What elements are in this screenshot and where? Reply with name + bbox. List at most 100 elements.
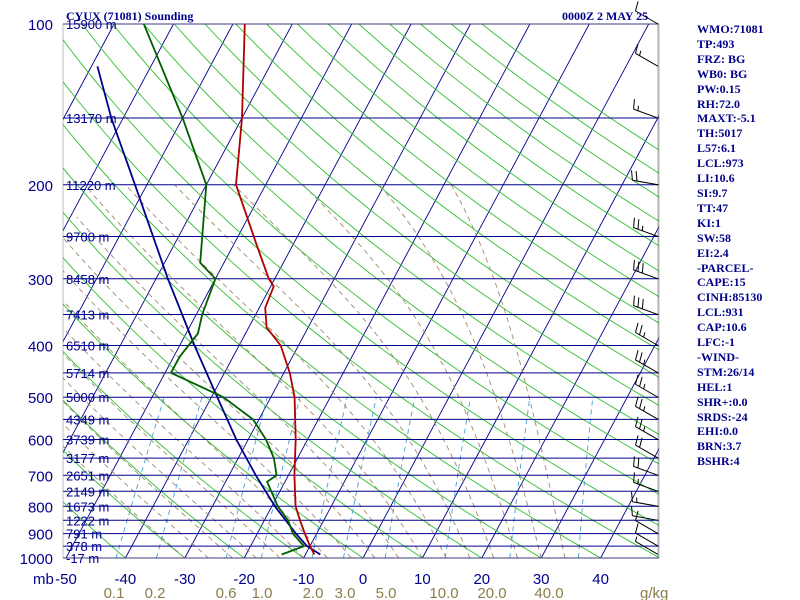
height-label: 15900 m [66, 17, 117, 32]
stat-line: L57:6.1 [697, 141, 736, 156]
height-label: 2149 m [66, 484, 109, 499]
isotherm-line [303, 24, 590, 558]
moist-adiabat-line [302, 184, 518, 558]
height-label: 1673 m [66, 499, 109, 514]
wind-barb [635, 426, 659, 440]
mixing-ratio-label: 0.1 [104, 585, 125, 600]
stat-line: BRN:3.7 [697, 439, 742, 454]
stat-line: LI:10.6 [697, 171, 735, 186]
pressure-tick-label: 400 [28, 339, 53, 356]
stat-line: STM:26/14 [697, 364, 755, 379]
temperature-tick-label: -20 [233, 571, 255, 588]
isotherm-line [600, 447, 659, 558]
temperature-tick-label: -10 [293, 571, 315, 588]
mixing-ratio-label: 2.0 [303, 585, 324, 600]
wind-barb [635, 541, 659, 555]
wind-barb [632, 501, 659, 507]
wind-barb-flag [637, 297, 640, 308]
stat-line: TH:5017 [697, 126, 743, 141]
height-label: 3739 m [66, 433, 109, 448]
wind-barb-flag [635, 435, 639, 446]
height-label: 13170 m [66, 111, 117, 126]
wind-barb-flag [637, 219, 640, 230]
wind-barb-flag [635, 396, 639, 407]
mixing-ratio-line [311, 397, 348, 558]
wind-barb [635, 332, 659, 346]
chart-title: CYUX (71081) Sounding [66, 9, 194, 23]
wind-barb-flag [631, 491, 633, 502]
temperature-tick-label: 10 [414, 571, 431, 588]
height-label: 791 m [66, 527, 102, 542]
wind-barb-flag [643, 383, 646, 390]
wind-barb-flag [639, 437, 643, 448]
wind-barb-flag [631, 170, 633, 181]
isotherm-line [184, 24, 471, 558]
wind-barb-flag [639, 325, 643, 335]
wind-barb-flag [641, 298, 644, 309]
isotherm-line [481, 225, 659, 558]
temperature-tick-label: -50 [55, 571, 77, 588]
height-label: 7413 m [66, 308, 109, 323]
wind-barb-flag [635, 1, 639, 12]
wind-barb-flag [631, 505, 633, 516]
stat-line: SHR+:0.0 [697, 394, 748, 409]
moist-adiabat-line [63, 327, 304, 558]
height-label: 6510 m [66, 339, 109, 354]
mixing-ratio-label: 10.0 [429, 585, 458, 600]
dewpoint-trace [142, 24, 306, 556]
wind-barb [635, 10, 659, 25]
chart-datetime: 0000Z 2 MAY 25 [562, 9, 649, 23]
temperature-tick-label: 0 [359, 571, 367, 588]
height-label: 8458 m [66, 272, 109, 287]
moist-adiabat-line [76, 216, 399, 558]
pressure-tick-label: 200 [28, 178, 53, 195]
height-label: 2651 m [66, 468, 109, 483]
stat-line: EI:2.4 [697, 245, 729, 260]
wind-barb-flag [635, 350, 639, 360]
wind-barb-flag [639, 352, 643, 363]
wind-barb [635, 444, 659, 459]
wind-barb-flag [643, 332, 646, 338]
wind-barb-flag [637, 457, 640, 469]
temperature-tick-label: -40 [115, 571, 137, 588]
mixing-ratio-label: 3.0 [335, 585, 356, 600]
stat-line: SRDS:-24 [697, 409, 748, 424]
wind-barb-flag [635, 374, 639, 385]
moist-adiabat-line [63, 299, 328, 558]
stat-line: WMO:71081 [697, 22, 764, 36]
wind-barb [635, 405, 659, 420]
stat-line: KI:1 [697, 215, 721, 230]
pressure-tick-label: 1000 [20, 551, 53, 568]
wind-barb [635, 383, 659, 398]
stat-line: LCL:973 [697, 156, 744, 171]
dry-adiabat-line [63, 39, 659, 526]
wind-barb-flag [643, 406, 646, 412]
wind-barb-flag [639, 419, 643, 430]
height-label: 378 m [66, 539, 102, 554]
height-label: 4349 m [66, 412, 109, 427]
stat-line: TP:493 [697, 36, 735, 51]
mixing-ratio-label: 0.6 [216, 585, 237, 600]
wind-barb-flag [643, 359, 646, 365]
height-label: 5000 m [66, 390, 109, 405]
mixing-ratio-line [225, 397, 268, 558]
wind-barb-flag [635, 523, 639, 534]
stat-line: CINH:85130 [697, 290, 763, 305]
wind-barb-flag [633, 259, 635, 270]
isotherm-line [63, 24, 293, 454]
isotherm-line [362, 24, 650, 558]
moist-adiabat-line [63, 423, 209, 558]
isotherm-line [243, 24, 531, 558]
wind-barb [635, 359, 659, 374]
temperature-tick-label: 30 [533, 571, 550, 588]
moist-adiabat-line [63, 445, 186, 558]
height-label: 1222 m [66, 513, 109, 528]
height-label: 5714 m [66, 366, 109, 381]
stat-line: RH:72.0 [697, 96, 740, 111]
pressure-tick-label: 300 [28, 272, 53, 289]
moist-adiabat-line [63, 377, 257, 558]
mixing-ratio-label: 0.2 [145, 585, 166, 600]
profile-lines [96, 24, 321, 556]
